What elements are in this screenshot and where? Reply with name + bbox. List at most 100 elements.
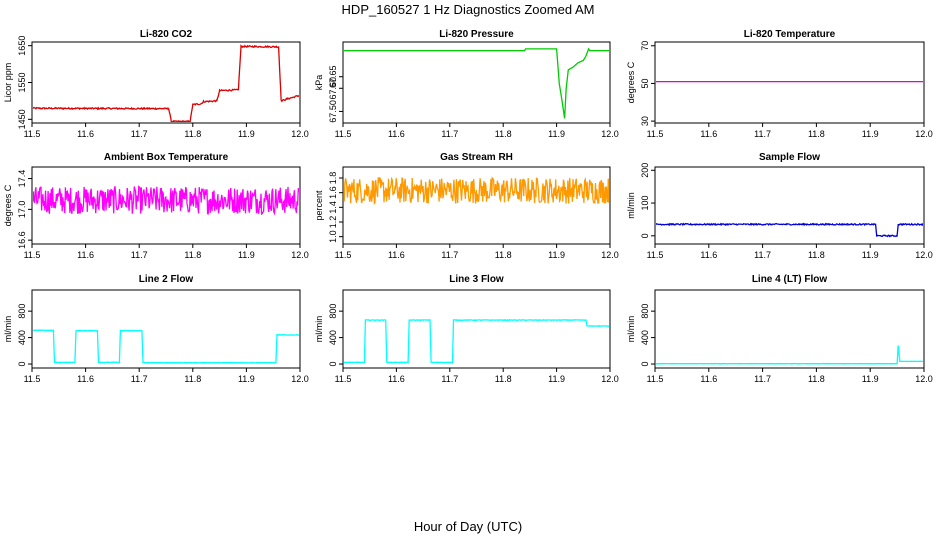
y-axis-label: kPa [314, 75, 324, 91]
panel-title: Ambient Box Temperature [104, 152, 229, 163]
y-tick-label: 67.50 [328, 100, 338, 123]
x-tick-label: 12.0 [291, 374, 309, 384]
y-axis-label: percent [314, 190, 324, 221]
y-tick-label: 1550 [17, 72, 27, 92]
panel-grid: Li-820 CO2 11.5 11.6 11.7 11.8 11.9 12.0 1450 15… [3, 29, 933, 384]
plot-frame [654, 41, 925, 124]
x-axis: 11.5 11.6 11.7 11.8 11.9 12.0 [647, 244, 933, 260]
series-line-gas-stream-rh [344, 176, 609, 206]
x-tick-label: 11.5 [335, 129, 352, 139]
series-line-ambient-box-temperature [33, 185, 299, 216]
panel-line-3-flow: Line 3 Flow 11.5 11.6 11.7 11.8 11.9 12.0 0 400 8… [314, 274, 619, 384]
y-tick-label: 67.65 [328, 65, 338, 88]
x-tick-label: 12.0 [601, 129, 619, 139]
panel-li-820-pressure: Li-820 Pressure 11.5 11.6 11.7 11.8 11.9 12.0 6… [314, 29, 619, 139]
x-tick-label: 11.7 [131, 129, 148, 139]
y-axis: 0 400 800 [17, 304, 32, 367]
y-axis: 0 400 800 [640, 304, 655, 367]
y-tick-label: 800 [328, 304, 338, 319]
x-tick-label: 11.5 [24, 250, 41, 260]
series-line-line-4-lt-flow [656, 345, 923, 365]
panel-sample-flow: Sample Flow 11.5 11.6 11.7 11.8 11.9 12.0 0 100 2… [626, 152, 933, 260]
y-axis: 16.6 17.0 17.4 [17, 170, 32, 249]
x-axis: 11.5 11.6 11.7 11.8 11.9 12.0 [335, 123, 619, 139]
y-tick-label: 1.6 [328, 186, 338, 199]
plot-frame [342, 41, 611, 124]
figure-title: HDP_160527 1 Hz Diagnostics Zoomed AM [342, 2, 595, 17]
x-tick-label: 11.5 [647, 374, 664, 384]
x-axis: 11.5 11.6 11.7 11.8 11.9 12.0 [647, 368, 933, 384]
panel-line-2-flow: Line 2 Flow 11.5 11.6 11.7 11.8 11.9 12.0 0 400 8… [3, 274, 309, 384]
y-tick-label: 400 [640, 330, 650, 345]
plot-frame [31, 166, 301, 245]
y-tick-label: 1.4 [328, 201, 338, 214]
panel-title: Li-820 Temperature [744, 29, 836, 40]
panel-title: Li-820 Pressure [439, 29, 514, 40]
x-tick-label: 11.9 [862, 374, 879, 384]
x-tick-label: 11.9 [548, 374, 565, 384]
series-line-li-820-pressure [344, 47, 609, 119]
y-tick-label: 800 [640, 304, 650, 319]
x-tick-label: 11.7 [754, 129, 771, 139]
x-tick-label: 11.9 [862, 250, 879, 260]
x-tick-label: 12.0 [915, 250, 933, 260]
x-tick-label: 11.8 [184, 129, 201, 139]
x-axis: 11.5 11.6 11.7 11.8 11.9 12.0 [24, 368, 309, 384]
y-tick-label: 50 [640, 78, 650, 88]
y-tick-label: 1.0 [328, 230, 338, 243]
y-tick-label: 70 [640, 41, 650, 51]
plot-frame [654, 166, 925, 245]
x-tick-label: 11.8 [495, 129, 512, 139]
panel-title: Line 4 (LT) Flow [752, 274, 828, 285]
y-tick-label: 1650 [17, 36, 27, 56]
y-tick-label: 0 [640, 233, 650, 238]
series-line-sample-flow [656, 222, 923, 238]
y-axis-label: Licor ppm [3, 63, 13, 103]
x-tick-label: 11.9 [548, 250, 565, 260]
x-tick-label: 11.8 [495, 250, 512, 260]
y-axis: 0 400 800 [328, 304, 343, 367]
x-tick-label: 11.5 [647, 250, 664, 260]
x-tick-label: 12.0 [601, 374, 619, 384]
y-tick-label: 67.60 [328, 77, 338, 100]
y-axis-label: ml/min [626, 316, 636, 343]
x-tick-label: 11.8 [495, 374, 512, 384]
x-tick-label: 11.6 [77, 250, 94, 260]
plot-frame [31, 289, 301, 369]
x-tick-label: 11.7 [754, 374, 771, 384]
y-tick-label: 0 [640, 362, 650, 367]
y-tick-label: 1450 [17, 109, 27, 129]
x-tick-label: 11.6 [700, 250, 717, 260]
panel-gas-stream-rh: Gas Stream RH 11.5 11.6 11.7 11.8 11.9 12.0 1.0… [314, 152, 619, 260]
x-tick-label: 11.5 [335, 250, 352, 260]
x-tick-label: 11.9 [548, 129, 565, 139]
x-tick-label: 11.7 [754, 250, 771, 260]
x-tick-label: 11.7 [441, 129, 458, 139]
x-tick-label: 11.8 [184, 250, 201, 260]
x-axis: 11.5 11.6 11.7 11.8 11.9 12.0 [24, 123, 309, 139]
x-tick-label: 11.6 [77, 374, 94, 384]
y-axis-label: ml/min [626, 192, 636, 219]
x-axis: 11.5 11.6 11.7 11.8 11.9 12.0 [24, 244, 309, 260]
x-tick-label: 11.6 [388, 250, 405, 260]
y-tick-label: 200 [640, 163, 650, 178]
x-tick-label: 11.8 [808, 374, 825, 384]
panel-line-4-lt-flow: Line 4 (LT) Flow 11.5 11.6 11.7 11.8 11.9 12.0… [626, 274, 933, 384]
x-tick-label: 11.8 [808, 250, 825, 260]
x-tick-label: 11.9 [862, 129, 879, 139]
y-tick-label: 1.2 [328, 216, 338, 229]
x-tick-label: 11.6 [77, 129, 94, 139]
x-tick-label: 11.8 [184, 374, 201, 384]
panel-li-820-temperature: Li-820 Temperature 11.5 11.6 11.7 11.8 11.9 12… [626, 29, 933, 139]
y-axis: 30 50 70 [640, 41, 655, 126]
x-axis: 11.5 11.6 11.7 11.8 11.9 12.0 [647, 123, 933, 139]
y-axis: 0 100 200 [640, 163, 655, 238]
x-tick-label: 11.5 [24, 374, 41, 384]
y-tick-label: 800 [17, 304, 27, 319]
figure-x-axis-label: Hour of Day (UTC) [414, 519, 522, 534]
x-tick-label: 11.9 [238, 250, 255, 260]
y-axis: 1450 1550 1650 [17, 36, 32, 129]
x-tick-label: 12.0 [291, 129, 309, 139]
